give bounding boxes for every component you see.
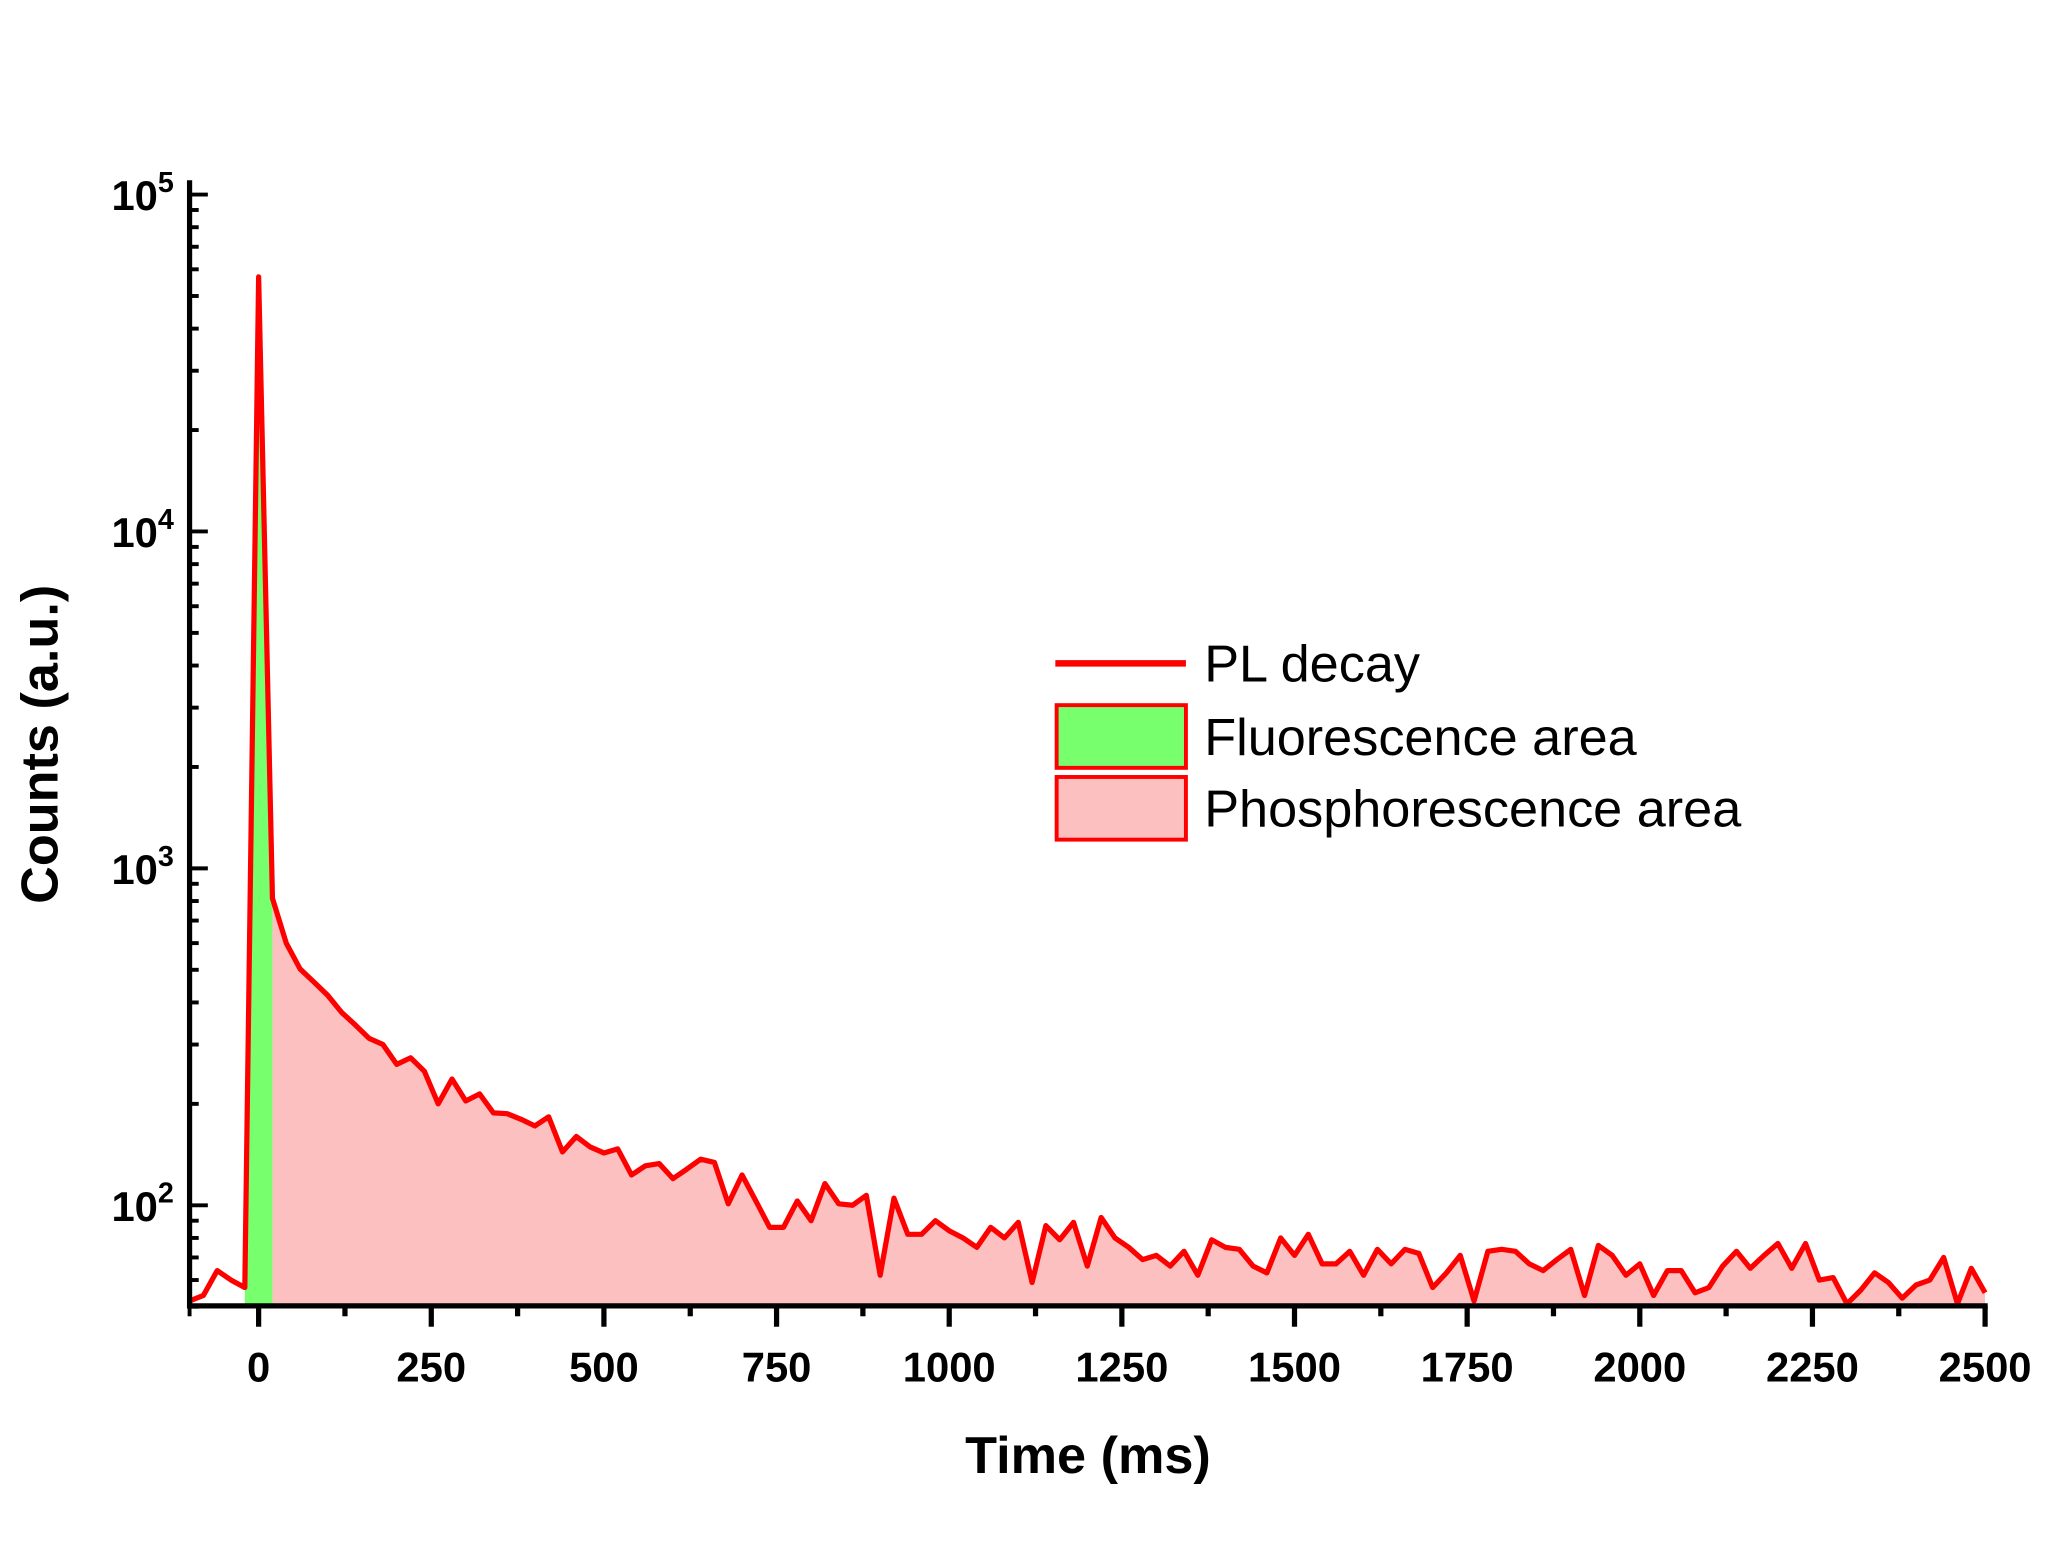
x-tick-label: 1000 [903, 1344, 996, 1391]
fluorescence-area [244, 276, 273, 1306]
legend-swatch-phosphorescence [1054, 775, 1188, 842]
tick-base: 10 [111, 1183, 157, 1230]
axes: 0 250 500 750 1000 1250 1500 1750 2000 2250 2500 10… [111, 167, 2031, 1391]
y-tick-label: 103 [111, 841, 173, 893]
x-tick-label: 250 [396, 1344, 466, 1391]
y-axis-title: Counts (a.u.) [12, 585, 70, 904]
pl-decay-line [188, 274, 1988, 1307]
x-tick-label: 1750 [1421, 1344, 1514, 1391]
y-tick-label: 102 [111, 1178, 173, 1230]
phosphorescence-area [272, 898, 1986, 1306]
legend-swatch-fluorescence [1054, 703, 1188, 770]
tick-exponent: 3 [158, 841, 174, 873]
y-tick-label: 104 [111, 504, 173, 556]
x-tick-label: 2000 [1593, 1344, 1686, 1391]
x-tick-label: 2250 [1766, 1344, 1859, 1391]
tick-base: 10 [111, 846, 157, 893]
tick-exponent: 5 [158, 167, 174, 199]
tick-base: 10 [111, 509, 157, 556]
tick-exponent: 2 [158, 1178, 174, 1210]
x-tick-label: 1250 [1075, 1344, 1168, 1391]
x-tick-label: 750 [742, 1344, 812, 1391]
x-tick-label: 2500 [1939, 1344, 2032, 1391]
x-tick-label: 500 [569, 1344, 639, 1391]
legend-label-pl-decay: PL decay [1204, 636, 1420, 694]
x-tick-label: 1500 [1248, 1344, 1341, 1391]
line-layer [188, 274, 1988, 1307]
x-tick-label: 0 [247, 1344, 270, 1391]
legend-label-fluorescence: Fluorescence area [1204, 709, 1637, 767]
tick-exponent: 4 [158, 504, 174, 536]
y-tick-label: 105 [111, 167, 173, 219]
areas-layer [244, 276, 1986, 1306]
tick-base: 10 [111, 172, 157, 219]
legend: PL decay Fluorescence area Phosphorescen… [1054, 636, 1742, 842]
x-axis-title: Time (ms) [965, 1427, 1211, 1485]
legend-label-phosphorescence: Phosphorescence area [1204, 781, 1742, 839]
